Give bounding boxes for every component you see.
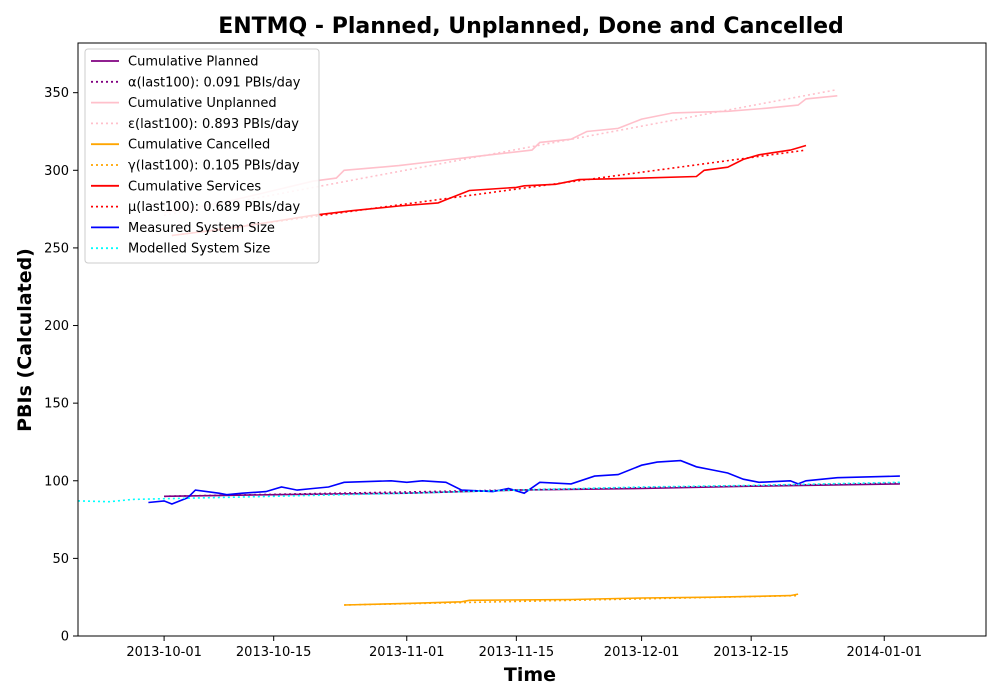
legend: Cumulative Planned α(last100): 0.091 PBIs…	[84, 48, 320, 264]
legend-label: Cumulative Cancelled	[128, 138, 270, 153]
legend-frame	[84, 48, 320, 264]
y-tick-label: 150	[44, 397, 69, 412]
ticks-layer: 2013-10-01 2013-10-15 2013-11-01 2013-11-15…	[44, 86, 922, 660]
x-tick-label: 2013-11-01	[369, 645, 445, 660]
y-tick-label: 250	[44, 241, 69, 256]
chart-title: ENTMQ - Planned, Unplanned, Done and Can…	[218, 14, 844, 39]
series-line-7	[171, 144, 807, 237]
y-tick-label: 300	[44, 164, 69, 179]
legend-label: Modelled System Size	[128, 242, 270, 257]
legend-label: γ(last100): 0.105 PBIs/day	[128, 159, 300, 174]
legend-label: Cumulative Unplanned	[128, 96, 277, 111]
series-line-6	[344, 594, 799, 606]
legend-label: α(last100): 0.091 PBIs/day	[128, 75, 301, 90]
legend-label: Cumulative Planned	[128, 55, 258, 70]
x-axis-label: Time	[504, 664, 556, 686]
legend-label: ε(last100): 0.893 PBIs/day	[128, 117, 299, 132]
y-tick-label: 350	[44, 86, 69, 101]
x-tick-label: 2013-10-15	[236, 645, 312, 660]
y-tick-label: 200	[44, 319, 69, 334]
x-tick-label: 2013-12-15	[713, 645, 789, 660]
legend-label: Measured System Size	[128, 221, 275, 236]
y-tick-label: 100	[44, 474, 69, 489]
x-tick-label: 2013-11-15	[479, 645, 555, 660]
plot-frame	[77, 42, 987, 637]
series-line-9	[148, 459, 900, 505]
legend-label: μ(last100): 0.689 PBIs/day	[128, 200, 300, 215]
y-tick-label: 0	[61, 630, 69, 645]
y-tick-label: 50	[52, 552, 69, 567]
y-axis-label: PBIs (Calculated)	[14, 248, 36, 432]
series-line-5	[344, 593, 799, 606]
series-line-4	[163, 88, 838, 217]
legend-label: Cumulative Services	[128, 179, 261, 194]
x-tick-label: 2014-01-01	[846, 645, 922, 660]
x-tick-label: 2013-10-01	[126, 645, 202, 660]
series-line-10	[77, 481, 900, 503]
x-tick-label: 2013-12-01	[604, 645, 680, 660]
